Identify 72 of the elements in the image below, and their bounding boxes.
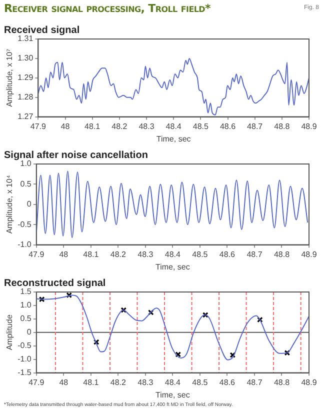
point (93, 339, 100, 346)
x-axis-title: Time, sec (156, 390, 190, 400)
y-axis-title: Amplitude, x 10⁴ (5, 174, 14, 234)
chart-title: Reconstructed signal (4, 278, 106, 289)
y-tick-label: 1.5 (20, 287, 32, 296)
x-tick-label: 48.9 (301, 378, 318, 387)
y-tick-label: 1.27 (18, 112, 34, 122)
x-tick-label: 48.7 (247, 122, 264, 131)
x-tick-label: 48 (60, 122, 70, 131)
point (257, 316, 263, 323)
y-axis-title: Amplitude (5, 314, 14, 350)
x-tick-label: 48.4 (164, 378, 182, 387)
y-tick-label: 1.30 (18, 54, 34, 63)
x-tick-label: 48.6 (219, 250, 236, 259)
x-axis-title: Time, sec (156, 134, 191, 144)
y-tick-label: -1.0 (18, 354, 32, 364)
point (202, 312, 208, 318)
y-tick-label: -1.5 (18, 368, 32, 378)
point (175, 352, 182, 358)
y-tick-label: 0.5 (20, 314, 32, 324)
y-tick-label: 1.31 (18, 34, 34, 44)
x-tick-label: 48.8 (274, 250, 290, 259)
y-tick-label: -0.5 (18, 220, 32, 229)
point (38, 296, 45, 302)
x-tick-label: 48.7 (246, 250, 263, 259)
line-series (36, 294, 309, 360)
x-tick-label: 48.3 (138, 250, 154, 259)
point (148, 310, 154, 316)
line-series (36, 170, 308, 238)
x-tick-label: 48.2 (110, 378, 126, 387)
y-tick-label: 0.5 (20, 179, 32, 188)
point (120, 307, 127, 313)
y-tick-label: 0 (26, 200, 32, 209)
x-tick-label: 48.1 (84, 122, 101, 131)
point (284, 350, 290, 356)
x-tick-label: 48.8 (274, 378, 290, 387)
point (230, 352, 236, 358)
x-tick-label: 48.4 (166, 122, 182, 131)
x-tick-label: 48.4 (164, 250, 182, 259)
x-tick-label: 48.1 (83, 378, 100, 387)
x-tick-label: 47.9 (30, 122, 46, 131)
y-tick-label: 1.0 (20, 300, 32, 310)
x-tick-label: 48.5 (192, 122, 209, 131)
text: Receiver signal processing, Troll field* (4, 2, 210, 15)
x-tick-label: 48.5 (192, 378, 208, 387)
point (66, 292, 72, 298)
x-tick-label: 48.3 (138, 122, 155, 131)
x-tick-label: 48.5 (192, 250, 208, 259)
x-tick-label: 48.6 (219, 378, 236, 387)
x-tick-label: 48.7 (246, 378, 263, 387)
x-tick-label: 47.9 (28, 378, 45, 387)
x-tick-label: 48.1 (83, 250, 100, 259)
x-tick-label: 48.6 (220, 122, 236, 131)
x-tick-label: 48.8 (274, 122, 290, 131)
x-tick-label: 48.2 (110, 250, 126, 259)
y-tick-label: -0.5 (18, 341, 32, 350)
y-tick-label: -1.0 (18, 240, 32, 250)
y-tick-label: 1.28 (18, 92, 34, 102)
x-tick-label: 48.9 (301, 122, 318, 131)
chart-title: Signal after noise cancellation (4, 150, 148, 161)
x-tick-label: 48.2 (112, 122, 128, 131)
y-tick-label: 1.29 (18, 73, 34, 82)
x-tick-label: 48.3 (138, 378, 154, 387)
x-tick-label: 48 (59, 250, 69, 259)
y-tick-label: 1.0 (20, 159, 32, 168)
chart-title: Received signal (4, 24, 80, 36)
y-axis-title: Amplitude, x 10⁷ (5, 48, 14, 107)
x-axis-title: Time, sec (156, 262, 190, 272)
x-tick-label: 48 (59, 378, 69, 387)
x-tick-label: 48.9 (301, 250, 318, 259)
x-tick-label: 47.9 (28, 250, 45, 259)
y-tick-label: 0 (26, 328, 32, 337)
